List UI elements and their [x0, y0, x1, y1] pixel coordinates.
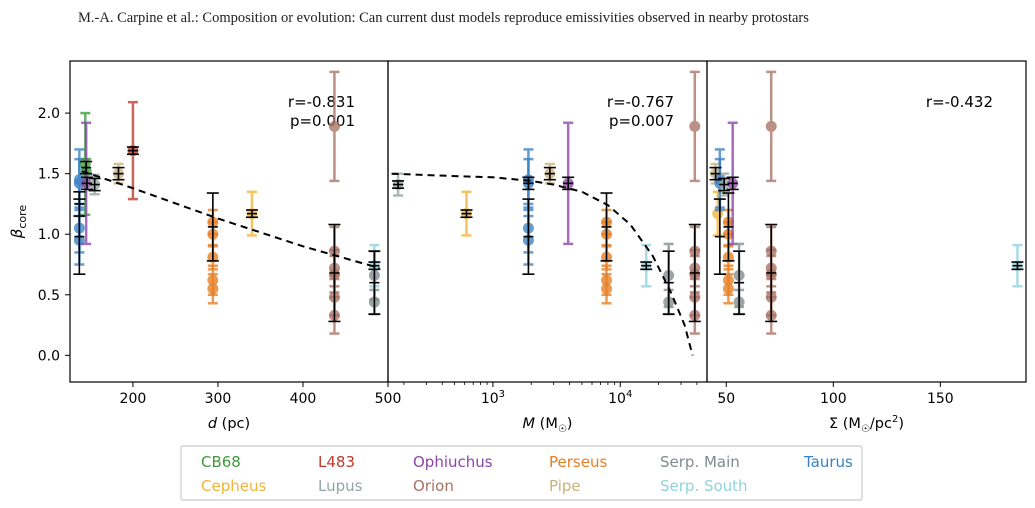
x-tick-label: 50	[717, 391, 735, 407]
mean-point	[726, 176, 739, 191]
marker	[722, 283, 734, 295]
y-axis-label-symbol: β	[8, 228, 26, 239]
fit-curve	[391, 172, 694, 356]
marker	[328, 120, 340, 132]
x-tick-label: 104	[608, 389, 632, 407]
legend-entry: Taurus	[803, 453, 853, 471]
x-axis-label-main: M	[523, 416, 536, 432]
y-tick-label: 1.5	[38, 167, 60, 183]
mean-point	[392, 180, 405, 189]
data-point	[328, 70, 340, 183]
x-axis-label-exponent: 2	[892, 414, 898, 425]
legend: CB68 L483 Ophiuchus Perseus Serp. Main Taurus…	[180, 445, 863, 501]
marker	[689, 120, 701, 132]
y-tick-label: 1.0	[38, 227, 60, 243]
correlation-r: r=-0.831	[288, 93, 355, 111]
x-axis-label: Σ (M☉/pc2)	[829, 414, 904, 435]
legend-entry: Serp. Main	[660, 453, 740, 471]
marker	[207, 283, 219, 295]
y-axis-label-subscript: core	[16, 205, 29, 229]
x-tick-label: 300	[205, 391, 232, 407]
x-tick-exponent: 3	[499, 389, 505, 400]
mean-point	[543, 166, 556, 181]
x-axis-label-main: d	[208, 416, 218, 432]
legend-entry: Cepheus	[201, 477, 266, 495]
x-axis-label-unit: (M	[535, 416, 558, 432]
y-tick-label: 0.0	[38, 348, 60, 364]
mean-point	[600, 192, 613, 262]
data-point	[689, 70, 701, 183]
x-tick-exponent: 4	[626, 389, 632, 400]
mean-point	[368, 250, 381, 315]
marker	[601, 283, 613, 295]
legend-entry: L483	[318, 453, 355, 471]
mean-point	[245, 209, 258, 219]
mean-point	[722, 192, 735, 262]
sun-symbol: ☉	[558, 424, 567, 435]
legend-entry: Pipe	[549, 477, 581, 495]
x-tick-label: 103	[481, 389, 505, 407]
panel-content	[73, 70, 381, 335]
mean-point	[688, 223, 701, 323]
mean-point	[460, 209, 473, 219]
x-axis-label: d (pc)	[208, 416, 250, 432]
legend-entry: Orion	[413, 477, 454, 495]
y-axis-label: βcore	[8, 205, 29, 240]
panel-content	[709, 70, 1024, 335]
x-axis-label-unit: (pc)	[217, 416, 250, 432]
correlation-r: r=-0.767	[607, 93, 674, 111]
legend-entry: Perseus	[549, 453, 607, 471]
x-tick-label: 150	[927, 391, 954, 407]
legend-entry: CB68	[201, 453, 241, 471]
x-tick-label: 200	[120, 391, 147, 407]
mean-point	[733, 250, 746, 315]
legend-frame	[180, 445, 863, 501]
x-tick-label: 500	[375, 391, 402, 407]
correlation-p: p=0.001	[290, 112, 355, 130]
page-header: M.-A. Carpine et al.: Composition or evo…	[78, 10, 809, 26]
data-point	[601, 272, 613, 305]
mean-point	[718, 177, 731, 192]
x-tick-label: 400	[290, 391, 317, 407]
mean-point	[640, 261, 653, 271]
x-axis-label-tail: )	[898, 416, 904, 432]
mean-point	[206, 192, 219, 262]
legend-entry: Lupus	[318, 477, 363, 495]
marker	[765, 120, 777, 132]
panel-content	[391, 70, 701, 356]
mean-point	[522, 198, 535, 275]
mean-point	[112, 166, 125, 181]
legend-entry: Serp. South	[660, 477, 748, 495]
legend-entry: Ophiuchus	[413, 453, 493, 471]
y-tick-label: 0.5	[38, 288, 60, 304]
mean-point	[126, 146, 139, 156]
x-tick-label: 100	[820, 391, 847, 407]
correlation-p: p=0.007	[609, 112, 674, 130]
mean-point	[709, 166, 722, 181]
correlation-r: r=-0.432	[926, 93, 993, 111]
mean-point	[328, 223, 341, 323]
x-axis-label-main: Σ (M	[829, 416, 861, 432]
x-axis-label: M (M☉)	[523, 416, 573, 435]
y-tick-label: 2.0	[38, 106, 60, 122]
sun-symbol: ☉	[861, 424, 870, 435]
panel-frame	[706, 60, 1027, 383]
mean-point	[73, 191, 86, 217]
data-point	[207, 272, 219, 305]
x-axis-label-tail: )	[567, 416, 573, 432]
mean-point	[81, 176, 94, 191]
data-point	[718, 172, 730, 197]
data-point	[765, 70, 777, 183]
mean-point	[1011, 261, 1024, 271]
mean-point	[88, 177, 101, 192]
mean-point	[765, 223, 778, 323]
mean-point	[713, 198, 726, 275]
panel-surface-density: 50 100 150 Σ (M☉/pc2) r=-0.432	[706, 60, 1027, 435]
x-axis-label-unit: /pc	[870, 416, 892, 432]
mean-point	[522, 176, 535, 191]
